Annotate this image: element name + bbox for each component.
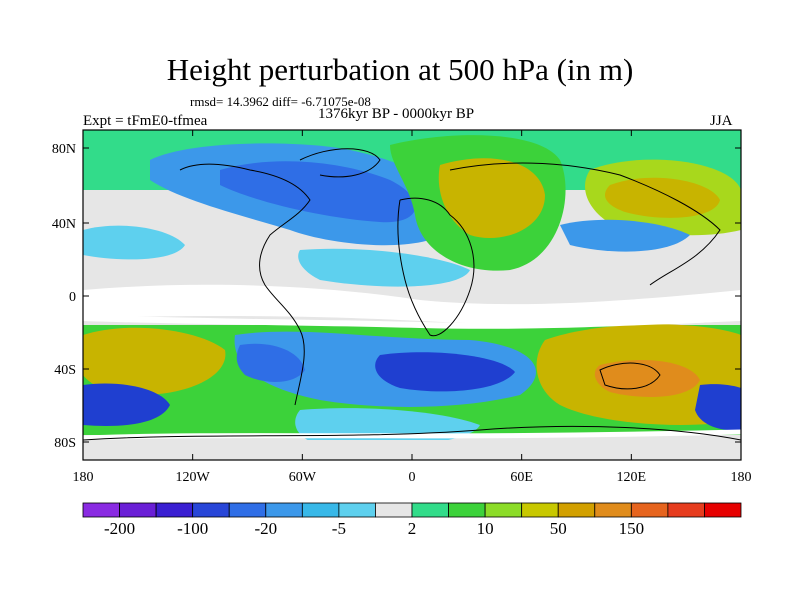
contour-south-low-core — [375, 352, 515, 392]
map-title: Height perturbation at 500 hPa (in m) — [166, 52, 634, 87]
colorbar-swatch — [667, 502, 705, 518]
colorbar-swatch — [557, 502, 596, 518]
colorbar-swatch — [521, 502, 559, 518]
lat-tick-label: 40N — [52, 217, 76, 232]
colorbar-swatch — [265, 502, 303, 518]
lon-tick-label: 0 — [409, 470, 416, 485]
contour-asia-high-core — [605, 177, 720, 218]
lon-tick-label: 120E — [617, 470, 647, 485]
colorbar-swatch — [338, 502, 376, 518]
colorbar-label: -200 — [104, 519, 135, 538]
colorbar-swatch — [411, 502, 449, 518]
contour-south-pacific-high — [83, 327, 226, 395]
lon-tick-label: 60W — [289, 470, 317, 485]
lat-tick-label: 0 — [69, 290, 76, 305]
contour-pacific-low — [83, 225, 185, 260]
lat-axis: 80N 40N 0 40S 80S — [52, 142, 741, 451]
colorbar-label: 10 — [477, 519, 494, 538]
contour-east-dateline-low — [695, 384, 741, 431]
contour-polar — [83, 440, 741, 460]
contour-field — [83, 130, 741, 460]
contour-tropical-atlantic — [298, 248, 470, 287]
colorbar-label: -5 — [332, 519, 346, 538]
season-label: JJA — [710, 113, 733, 129]
lon-tick-label: 60E — [510, 470, 533, 485]
experiment-label: Expt = tFmE0-tfmea — [83, 113, 208, 129]
contour-gap-line — [83, 315, 741, 329]
colorbar-swatch — [704, 502, 742, 518]
colorbar-label: -20 — [254, 519, 277, 538]
lat-tick-label: 80N — [52, 142, 76, 157]
contour-indian-high-core — [594, 360, 700, 397]
colorbar-label: -100 — [177, 519, 208, 538]
lon-axis: 180 120W 60W 0 60E 120E 180 — [73, 130, 752, 485]
contour-atlantic-low-core — [220, 161, 416, 223]
colorbar-swatch — [119, 502, 157, 518]
lat-tick-label: 80S — [54, 436, 76, 451]
contour-dateline-low — [83, 383, 170, 426]
contour-tropics — [83, 284, 741, 326]
colorbar-swatch — [155, 502, 194, 518]
lat-tick-label: 40S — [54, 363, 76, 378]
colorbar-swatch — [375, 502, 413, 518]
period-label: 1376kyr BP - 0000kyr BP — [318, 106, 475, 122]
colorbar-swatch — [82, 502, 120, 518]
lon-tick-label: 120W — [176, 470, 211, 485]
colorbar-label: 150 — [619, 519, 645, 538]
colorbar-swatch — [228, 502, 267, 518]
contour-south-america-low — [236, 343, 305, 382]
lon-tick-label: 180 — [731, 470, 752, 485]
colorbar-swatch — [448, 502, 486, 518]
lon-tick-label: 180 — [73, 470, 94, 485]
contour-europe-high-core — [438, 158, 545, 239]
colorbar-swatch — [192, 502, 230, 518]
colorbar-swatch — [630, 502, 669, 518]
colorbar-swatch — [594, 502, 632, 518]
colorbar-label: 2 — [408, 519, 417, 538]
colorbar-label: 50 — [550, 519, 567, 538]
contour-asia-low — [560, 219, 690, 252]
contour-gap-line-south — [83, 429, 741, 441]
colorbar-swatch — [484, 502, 523, 518]
colorbar: -200 -100 -20 -5 2 10 50 150 — [82, 502, 742, 538]
coastlines — [83, 148, 741, 441]
colorbar-swatch — [301, 502, 340, 518]
stats-label: rmsd= 14.3962 diff= -6.71075e-08 — [190, 94, 371, 109]
